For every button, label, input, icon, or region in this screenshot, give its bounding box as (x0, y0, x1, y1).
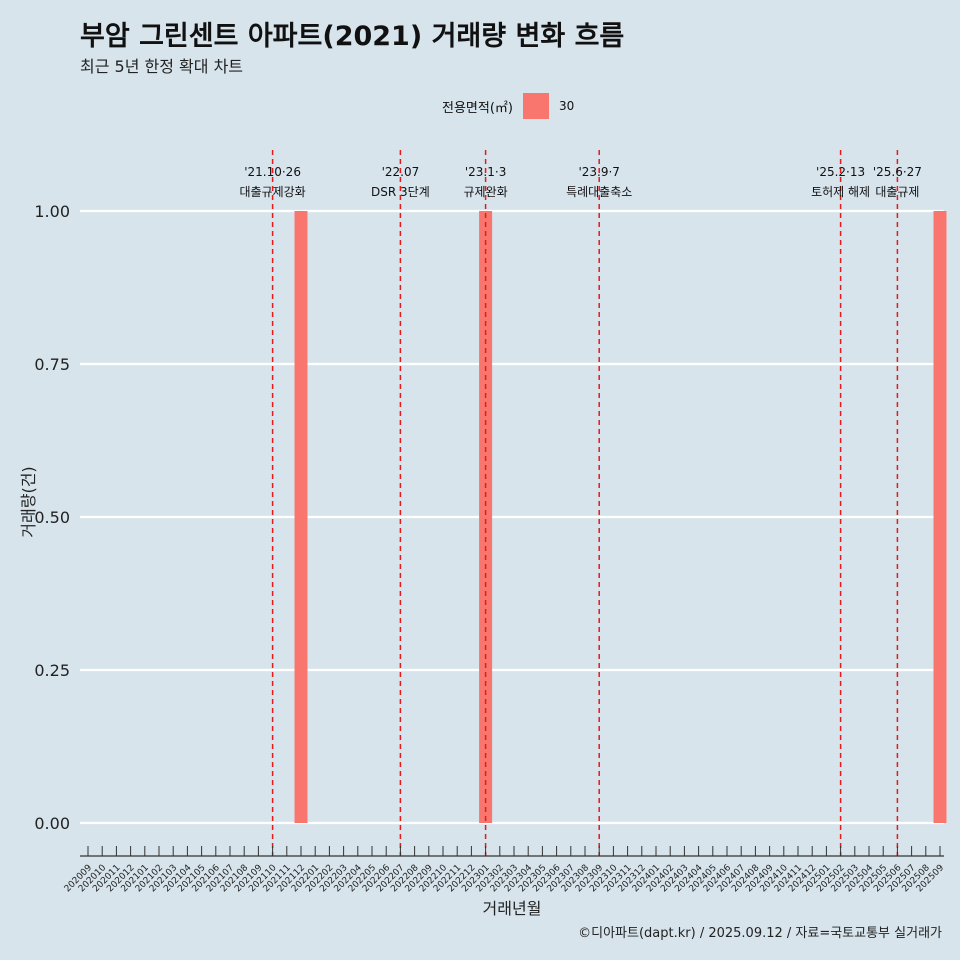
y-tick-label: 0.00 (34, 814, 70, 833)
event-date-label: '21.10·26 (244, 165, 301, 179)
chart-subtitle: 최근 5년 한정 확대 차트 (80, 57, 244, 76)
legend-entry-label: 30 (558, 99, 575, 113)
x-axis-title: 거래년월 (483, 899, 542, 918)
event-name-label: 특례대출축소 (566, 185, 632, 199)
y-tick-label: 0.50 (34, 508, 70, 527)
event-date-label: '25.6·27 (873, 165, 922, 179)
event-name-label: 규제완화 (464, 185, 508, 199)
event-name-label: DSR 3단계 (371, 185, 430, 199)
y-tick-label: 0.25 (34, 661, 70, 680)
bar (479, 211, 493, 823)
event-date-label: '22.07 (382, 165, 420, 179)
event-name-label: 대출규제 (875, 185, 919, 199)
event-date-label: '23.1·3 (465, 165, 506, 179)
event-name-label: 대출규제강화 (239, 185, 305, 199)
legend-title: 전용면적(㎡) (442, 100, 513, 116)
chart-title: 부암 그린센트 아파트(2021) 거래량 변화 흐름 (80, 21, 625, 52)
legend: 전용면적(㎡) 30 (442, 93, 574, 119)
bar (933, 211, 947, 823)
event-date-label: '23.9·7 (578, 165, 619, 179)
y-tick-label: 1.00 (34, 202, 70, 221)
y-tick-label: 0.75 (34, 355, 70, 374)
event-name-label: 토허제 해제 (811, 185, 870, 199)
bar (294, 211, 308, 823)
legend-key-swatch (522, 93, 549, 119)
source-caption: ©디아파트(dapt.kr) / 2025.09.12 / 자료=국토교통부 실… (578, 926, 942, 941)
y-axis-title: 거래량(건) (19, 466, 38, 537)
event-date-label: '25.2·13 (816, 165, 865, 179)
